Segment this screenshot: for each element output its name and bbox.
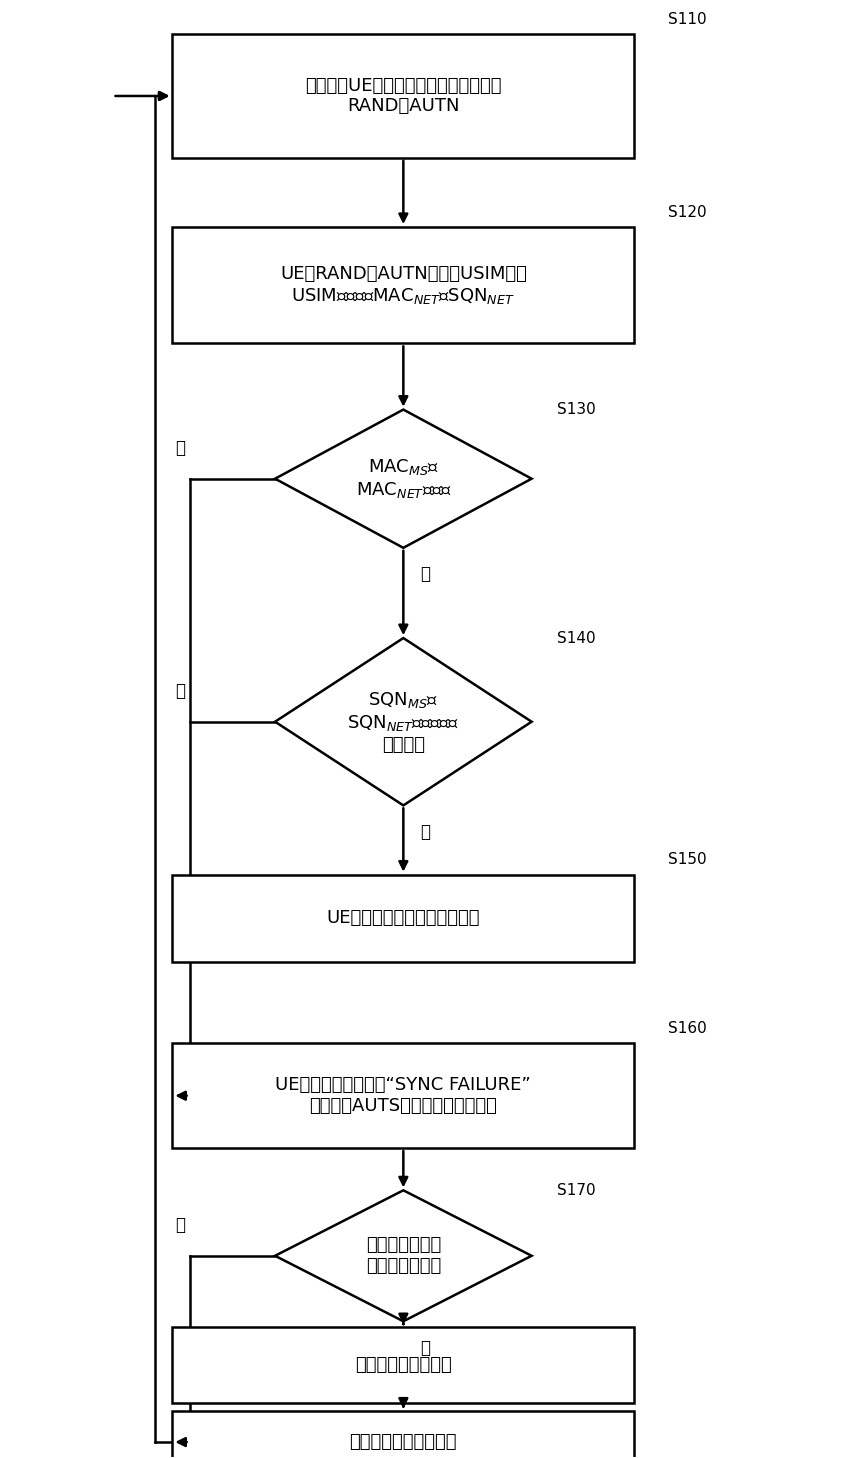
Text: S170: S170 [558,1182,596,1198]
Text: UE向网络侧回复携带“SYNC FAILURE”
原因值和AUTS参数的鉴权失败消息: UE向网络侧回复携带“SYNC FAILURE” 原因值和AUTS参数的鉴权失败… [275,1076,531,1115]
Text: S140: S140 [558,630,596,646]
Text: S160: S160 [668,1021,707,1037]
Polygon shape [275,1190,532,1321]
FancyBboxPatch shape [172,227,634,344]
Text: MAC$_{MS}$和
MAC$_{NET}$相等？: MAC$_{MS}$和 MAC$_{NET}$相等？ [355,458,451,500]
Polygon shape [275,410,532,548]
Polygon shape [275,639,532,805]
Text: 否: 否 [420,1338,431,1357]
Text: S110: S110 [668,12,707,28]
Text: 否: 否 [175,682,185,700]
Text: 网络侧判定鉴权失败: 网络侧判定鉴权失败 [355,1356,451,1373]
Text: 网络侧计算鉴权五元组: 网络侧计算鉴权五元组 [349,1433,457,1451]
FancyBboxPatch shape [172,875,634,962]
FancyBboxPatch shape [172,1327,634,1403]
FancyBboxPatch shape [172,34,634,157]
Text: 是: 是 [420,822,431,841]
Text: 是: 是 [420,566,431,583]
Text: 是: 是 [175,1216,185,1233]
Text: S130: S130 [558,402,596,417]
Text: 是第一次鉴权的
鉴权失败消息？: 是第一次鉴权的 鉴权失败消息？ [366,1236,441,1276]
FancyBboxPatch shape [172,1044,634,1147]
Text: S120: S120 [668,206,707,220]
Text: 否: 否 [175,439,185,456]
Text: UE向网络侧发送鉴权成功消息: UE向网络侧发送鉴权成功消息 [327,910,480,927]
Text: S150: S150 [668,853,707,868]
Text: 网络侧向UE发出鉴权请求，其中携带有
RAND和AUTN: 网络侧向UE发出鉴权请求，其中携带有 RAND和AUTN [305,77,502,115]
Text: SQN$_{MS}$和
SQN$_{NET}$符合同步检
查规则？: SQN$_{MS}$和 SQN$_{NET}$符合同步检 查规则？ [347,690,459,754]
Text: UE将RAND和AUTN传递给USIM卡，
USIM卡解析出MAC$_{NET}$和SQN$_{NET}$: UE将RAND和AUTN传递给USIM卡， USIM卡解析出MAC$_{NET}… [280,265,527,306]
FancyBboxPatch shape [172,1411,634,1458]
